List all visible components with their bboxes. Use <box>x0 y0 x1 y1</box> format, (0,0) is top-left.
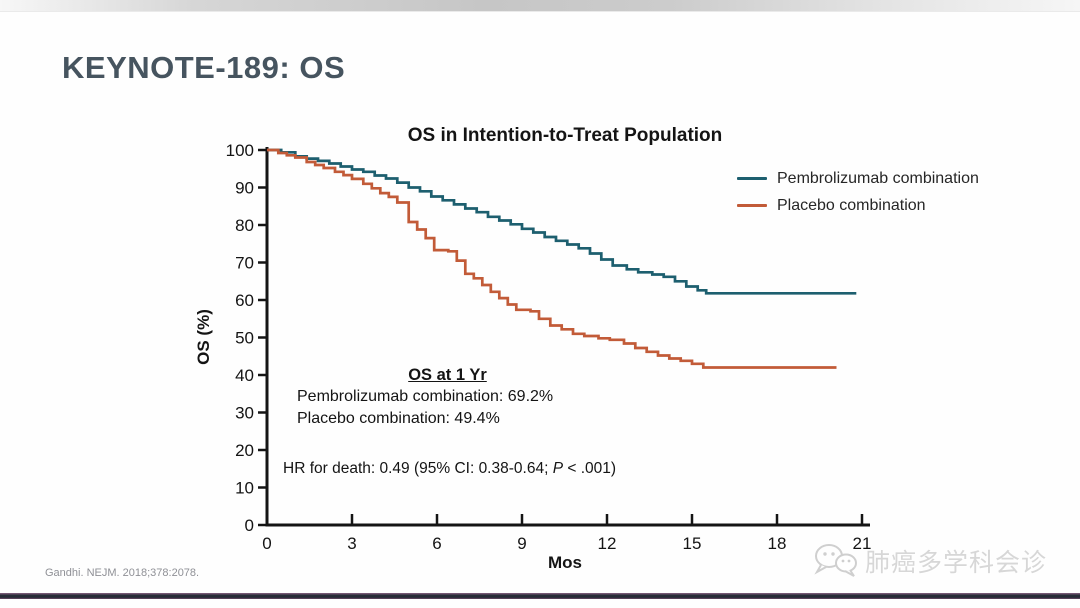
hr-text-suffix: < .001) <box>563 460 617 477</box>
x-tick-label: 21 <box>853 534 872 553</box>
pembrolizumab-line-swatch <box>737 177 767 180</box>
y-tick-label: 60 <box>235 291 254 310</box>
x-tick-label: 3 <box>347 534 356 553</box>
hr-p-italic: P <box>552 460 564 477</box>
hazard-ratio-annotation: HR for death: 0.49 (95% CI: 0.38-0.64; P… <box>283 460 616 478</box>
chat-bubbles-logo-icon <box>814 544 857 577</box>
series-0-curve <box>267 148 857 295</box>
x-tick-label: 0 <box>262 534 271 553</box>
legend-item-pembrolizumab: Pembrolizumab combination <box>737 168 979 189</box>
slide-title: KEYNOTE-189: OS <box>62 50 346 85</box>
x-tick-label: 15 <box>683 534 702 553</box>
x-tick-label: 12 <box>598 534 617 553</box>
y-tick-label: 30 <box>235 404 254 423</box>
y-tick-label: 0 <box>245 516 254 535</box>
chart-title: OS in Intention-to-Treat Population <box>407 125 723 146</box>
y-tick-label: 50 <box>235 329 254 348</box>
x-tick-label: 18 <box>768 534 787 553</box>
annotation-pembrolizumab-value: Pembrolizumab combination: 69.2% <box>297 388 554 405</box>
annotation-heading: OS at 1 Yr <box>408 366 487 384</box>
legend-item-placebo: Placebo combination <box>737 195 979 216</box>
y-tick-label: 10 <box>235 479 254 498</box>
y-tick-label: 80 <box>235 216 254 235</box>
watermark-text: 肺癌多学科会诊 <box>865 549 1048 577</box>
x-tick-label: 9 <box>517 534 526 553</box>
watermark: 肺癌多学科会诊 <box>812 541 1047 581</box>
series-1-curve <box>267 148 837 369</box>
x-axis-label: Mos <box>548 553 582 572</box>
y-tick-label: 20 <box>235 441 254 460</box>
bottom-accent-bar <box>0 593 1080 599</box>
citation: Gandhi. NEJM. 2018;378:2078. <box>45 567 200 579</box>
y-tick-label: 90 <box>235 179 254 198</box>
y-tick-label: 40 <box>235 366 254 385</box>
placebo-line-swatch <box>737 204 767 207</box>
x-tick-label: 6 <box>432 534 441 553</box>
hr-text-prefix: HR for death: 0.49 (95% CI: 0.38-0.64; <box>283 460 553 477</box>
y-tick-label: 100 <box>226 141 254 160</box>
chart-legend: Pembrolizumab combination Placebo combin… <box>737 168 979 222</box>
top-gradient-bar <box>0 0 1080 12</box>
legend-label: Placebo combination <box>777 196 926 214</box>
annotation-placebo-value: Placebo combination: 49.4% <box>297 410 500 427</box>
legend-label: Pembrolizumab combination <box>777 169 979 187</box>
y-tick-label: 70 <box>235 254 254 273</box>
